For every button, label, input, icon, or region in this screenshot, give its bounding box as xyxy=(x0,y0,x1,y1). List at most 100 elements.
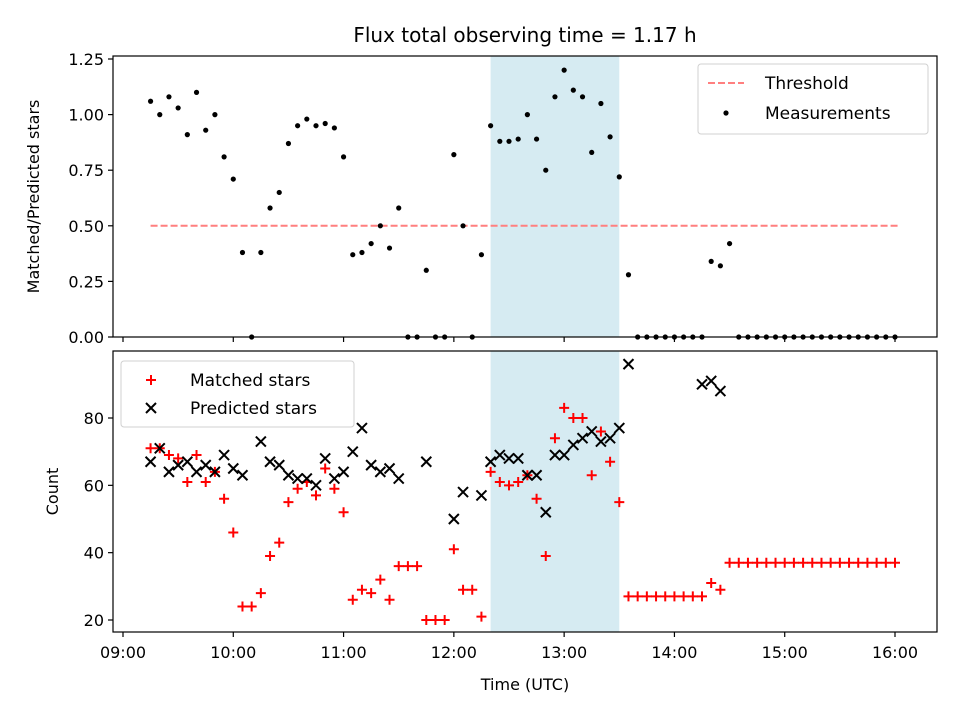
data-point-measurement xyxy=(193,89,200,95)
data-point-matched xyxy=(320,463,331,474)
data-point-measurement xyxy=(533,136,540,142)
data-point-measurement xyxy=(359,249,365,256)
data-point-predicted xyxy=(190,466,203,478)
data-point-predicted xyxy=(319,452,331,465)
data-point-matched xyxy=(173,453,184,464)
data-point-predicted xyxy=(549,449,561,461)
data-point-measurement xyxy=(230,176,236,182)
data-point-predicted xyxy=(448,513,460,525)
data-point-measurement xyxy=(212,112,218,118)
data-point-matched xyxy=(853,557,864,568)
data-point-matched xyxy=(880,557,891,568)
data-point-measurement xyxy=(304,116,310,122)
data-point-measurement xyxy=(377,223,383,229)
data-point-matched xyxy=(752,557,763,568)
data-point-matched xyxy=(402,561,413,572)
data-point-predicted xyxy=(337,466,350,478)
data-point-matched xyxy=(366,588,377,599)
data-point-predicted xyxy=(236,469,249,481)
data-point-predicted xyxy=(512,452,524,465)
data-point-measurement xyxy=(396,205,402,211)
data-point-matched xyxy=(265,551,276,562)
y-tick-label: 40 xyxy=(84,544,104,563)
y-tick-label: 60 xyxy=(84,476,104,495)
data-point-measurement xyxy=(184,132,190,138)
data-point-matched xyxy=(246,601,257,612)
data-point-measurement xyxy=(331,125,337,131)
data-point-measurement xyxy=(147,98,154,104)
data-point-measurement xyxy=(313,123,319,129)
data-point-predicted xyxy=(457,486,469,498)
data-point-measurement xyxy=(497,138,503,144)
bottom-panel-counts: 20 40 60 80 09:00 10:00 11:00 12:00 13:00 14:00 15… xyxy=(43,350,938,694)
data-point-measurement xyxy=(350,252,356,258)
data-point-matched xyxy=(623,591,634,602)
legend-threshold-label: Threshold xyxy=(764,74,849,94)
data-point-predicted xyxy=(420,456,432,468)
data-point-matched xyxy=(724,557,735,568)
data-point-matched xyxy=(237,601,248,612)
data-point-matched xyxy=(807,557,818,568)
data-point-matched xyxy=(485,466,496,477)
x-tick-label: 12:00 xyxy=(431,643,477,662)
legend-matched-label: Matched stars xyxy=(190,371,310,391)
data-point-matched xyxy=(862,557,873,568)
data-point-matched xyxy=(577,413,588,423)
data-point-predicted xyxy=(172,459,184,471)
x-tick-label: 16:00 xyxy=(872,643,918,662)
data-point-measurement xyxy=(239,249,246,256)
data-point-predicted xyxy=(567,439,580,451)
data-point-measurement xyxy=(570,87,576,93)
data-point-measurement xyxy=(598,100,604,107)
data-point-predicted xyxy=(365,459,377,471)
data-point-matched xyxy=(439,615,450,625)
data-point-measurement xyxy=(561,67,567,73)
data-point-predicted xyxy=(181,456,194,468)
data-point-matched xyxy=(632,591,643,602)
x-tick-label: 13:00 xyxy=(541,643,587,662)
data-point-predicted xyxy=(282,469,295,481)
y-tick-label: 1.00 xyxy=(68,106,104,125)
data-point-measurement xyxy=(552,94,558,100)
series-predicted xyxy=(144,358,727,525)
data-point-matched xyxy=(605,456,616,467)
data-point-matched xyxy=(770,557,781,568)
observing-window-span xyxy=(490,56,620,337)
y-tick-label: 0.50 xyxy=(68,217,104,236)
legend-box xyxy=(697,63,929,135)
data-point-predicted xyxy=(347,445,359,458)
data-point-predicted xyxy=(393,472,405,485)
x-tick-label: 10:00 xyxy=(210,643,256,662)
data-point-predicted xyxy=(200,459,212,471)
x-tick-label: 11:00 xyxy=(321,643,367,662)
data-point-predicted xyxy=(540,506,552,518)
data-point-predicted xyxy=(622,358,635,370)
data-point-matched xyxy=(761,557,772,568)
axes-frame xyxy=(112,350,938,633)
data-point-matched xyxy=(274,537,285,548)
data-point-matched xyxy=(329,483,340,494)
legend-predicted-label: Predicted stars xyxy=(190,399,317,419)
data-point-predicted xyxy=(328,472,341,485)
data-point-matched xyxy=(393,561,404,572)
data-point-predicted xyxy=(586,425,598,438)
data-point-matched xyxy=(356,584,367,595)
data-point-matched xyxy=(586,470,597,481)
data-point-matched xyxy=(283,497,294,508)
axes-frame xyxy=(112,55,938,338)
data-point-measurement xyxy=(340,154,347,160)
data-point-matched xyxy=(825,557,836,568)
data-point-measurement xyxy=(524,112,530,118)
data-point-matched xyxy=(798,557,809,568)
data-point-predicted xyxy=(595,435,607,448)
data-point-matched xyxy=(549,433,560,444)
legend-matched-swatch xyxy=(146,375,156,385)
data-point-measurement xyxy=(515,136,521,142)
data-point-measurement xyxy=(157,112,163,118)
data-point-matched xyxy=(476,611,487,622)
data-point-matched xyxy=(871,557,882,568)
data-point-matched xyxy=(559,402,570,413)
chart-title: Flux total observing time = 1.17 h xyxy=(353,23,696,47)
data-point-measurement xyxy=(276,189,282,196)
